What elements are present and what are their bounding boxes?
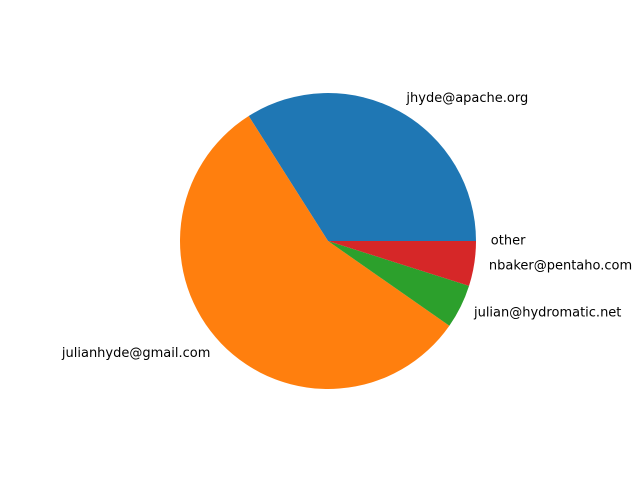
slice-label-nbaker-pentaho-com: nbaker@pentaho.com (489, 258, 632, 273)
slice-label-julianhyde-gmail-com: julianhyde@gmail.com (61, 346, 210, 361)
pie-slice-nbaker-pentaho-com (328, 241, 476, 286)
pie-slices (179, 92, 476, 389)
slice-label-julian-hydromatic-net: julian@hydromatic.net (473, 306, 621, 321)
pie-slice-julian-hydromatic-net (328, 241, 470, 326)
pie-slice-julianhyde-gmail-com (179, 116, 450, 389)
pie-slice-jhyde-apache-org (248, 92, 476, 241)
pie-labels: jhyde@apache.org julianhyde@gmail.com juli… (61, 91, 632, 361)
slice-label-other: other (491, 234, 526, 249)
slice-label-jhyde-apache-org: jhyde@apache.org (405, 91, 528, 106)
